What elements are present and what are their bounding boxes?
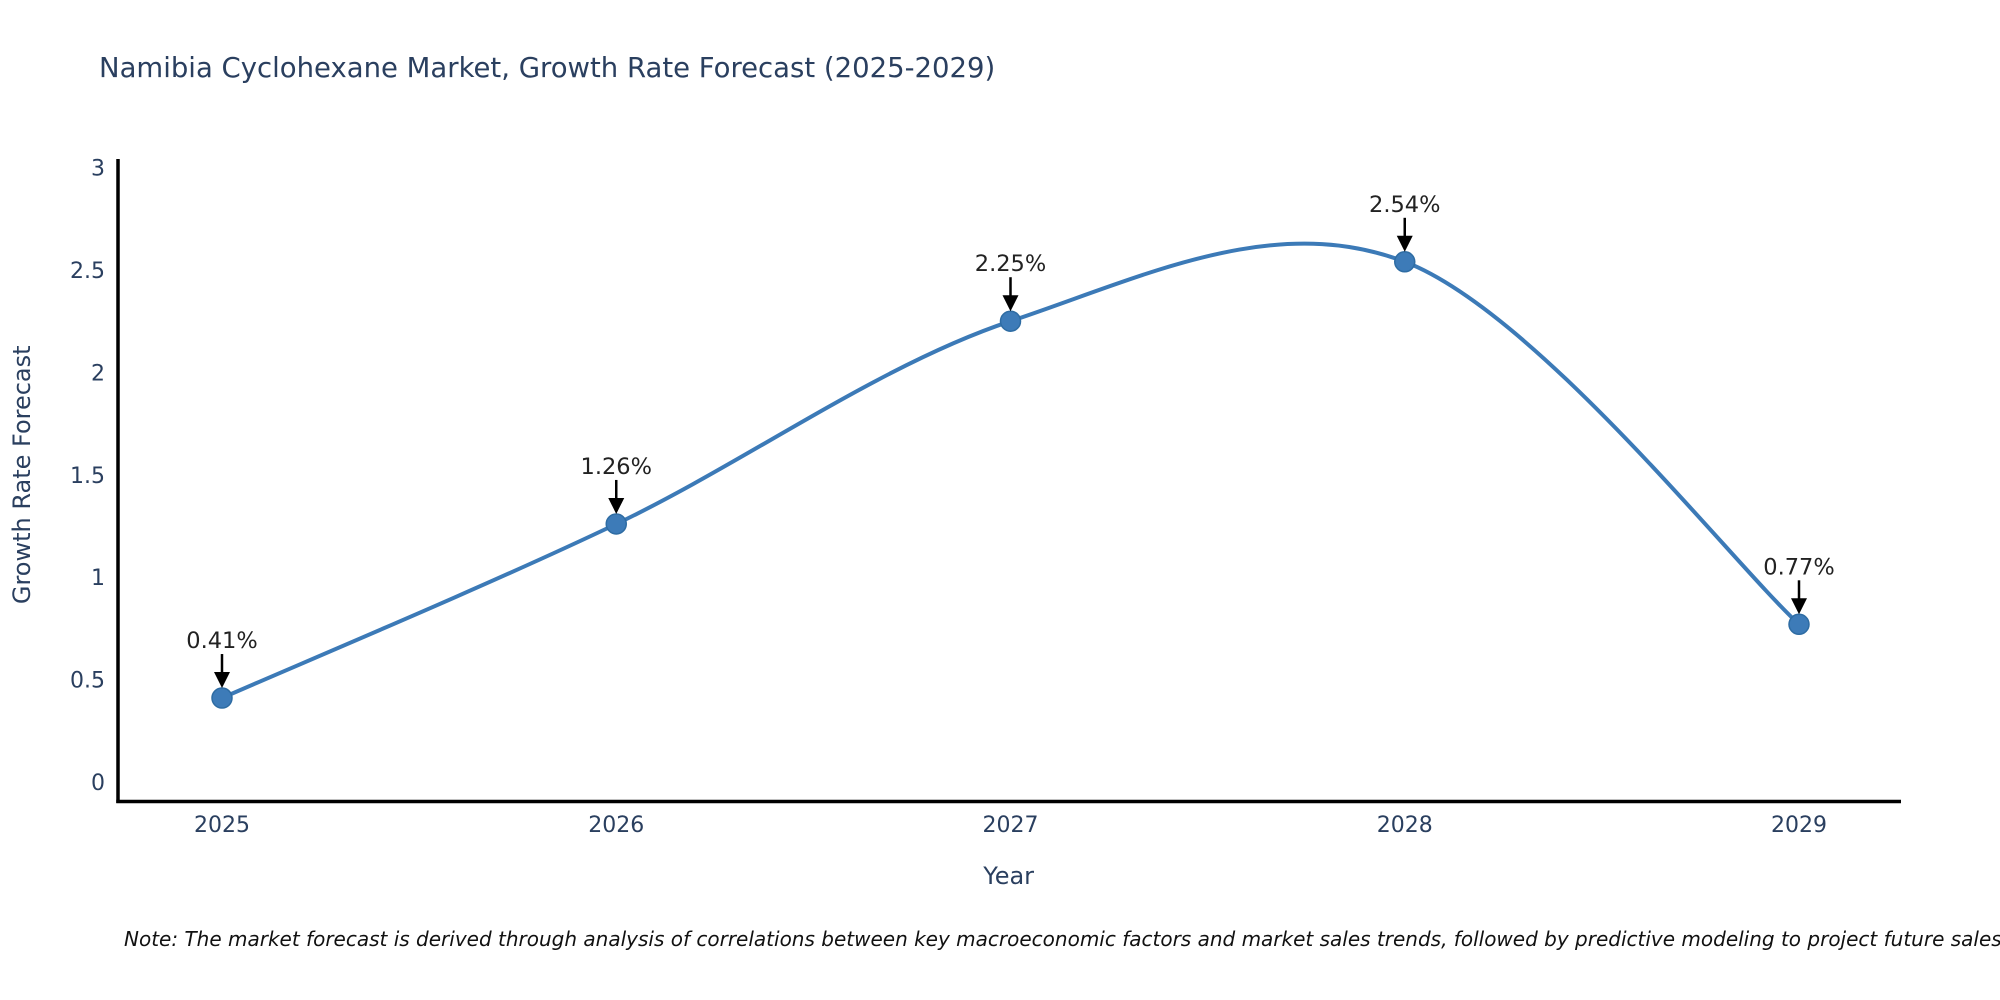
annotation-arrowhead-icon: [608, 497, 625, 514]
y-tick-label: 1.5: [70, 464, 105, 489]
annotation-arrowhead-icon: [214, 672, 230, 689]
annotation-arrowhead-icon: [1791, 598, 1807, 615]
data-point-marker: [605, 513, 627, 535]
data-point-label: 1.26%: [581, 454, 652, 480]
annotation-arrowhead-icon: [1002, 295, 1019, 312]
x-tick-label: 2027: [983, 813, 1039, 838]
y-tick-label: 3: [91, 157, 105, 182]
data-point-label: 0.77%: [1763, 554, 1834, 580]
data-point-marker: [1394, 251, 1416, 273]
x-axis-title: Year: [982, 862, 1034, 890]
x-tick-label: 2029: [1771, 813, 1827, 838]
y-tick-label: 1: [91, 566, 105, 591]
y-tick-label: 0: [91, 771, 105, 796]
chart-title: Namibia Cyclohexane Market, Growth Rate …: [99, 52, 996, 84]
data-point-label: 2.25%: [975, 251, 1046, 277]
x-tick-label: 2028: [1377, 813, 1433, 838]
x-tick-label: 2025: [194, 813, 250, 838]
y-tick-label: 2: [91, 361, 105, 386]
y-tick-label: 0.5: [70, 669, 105, 694]
footnote: Note: The market forecast is derived thr…: [124, 927, 2000, 951]
data-point-label: 2.54%: [1369, 192, 1440, 218]
x-tick-label: 2026: [588, 813, 644, 838]
data-point-marker: [1788, 613, 1810, 636]
y-tick-label: 2.5: [70, 259, 105, 284]
data-point-marker: [999, 310, 1022, 332]
annotation-arrowhead-icon: [1396, 235, 1413, 252]
y-axis-title: Growth Rate Forecast: [8, 345, 36, 604]
data-point-marker: [211, 687, 233, 709]
data-point-label: 0.41%: [186, 628, 257, 654]
